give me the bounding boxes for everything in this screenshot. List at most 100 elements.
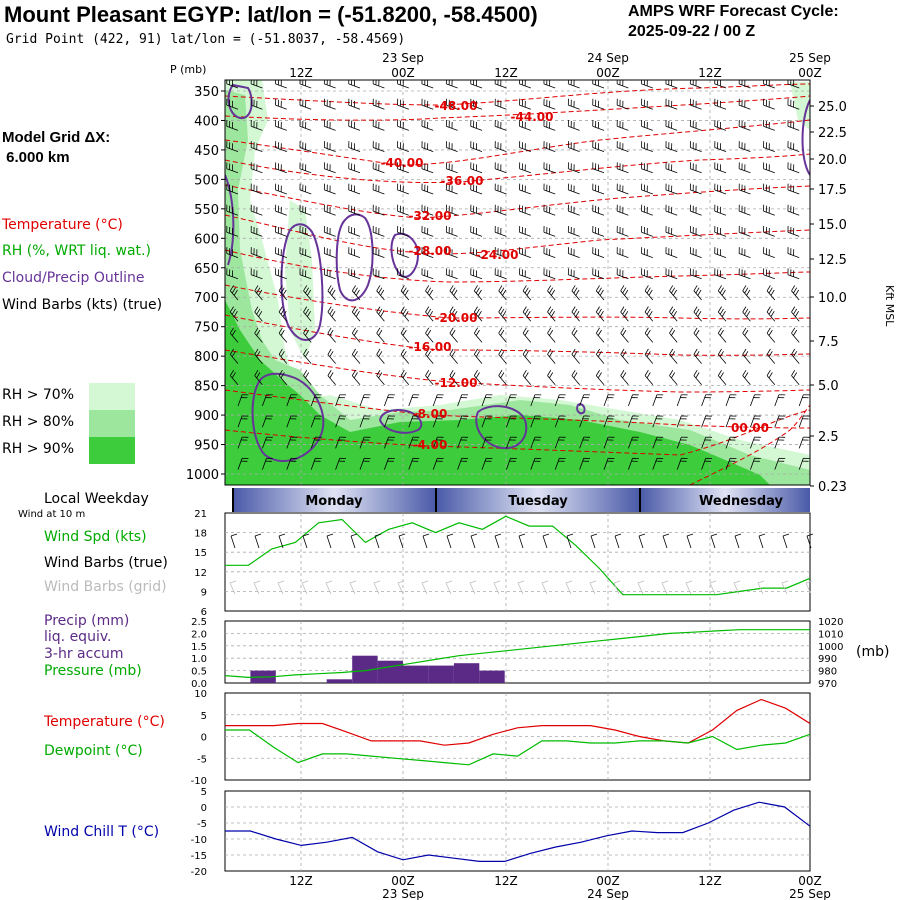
wind-barb-flag bbox=[397, 268, 399, 275]
wind-barb-flag bbox=[378, 372, 383, 379]
wind-barb bbox=[665, 80, 678, 89]
wind-barb-flag bbox=[437, 436, 444, 438]
wind-barb-flag bbox=[250, 80, 252, 84]
wind-barb bbox=[348, 268, 361, 280]
wind-barb-flag bbox=[534, 436, 542, 438]
wind-barb-flag bbox=[449, 285, 454, 292]
wind-barb-flag bbox=[521, 184, 523, 191]
wind-barb-flag bbox=[608, 436, 615, 438]
wind-barb bbox=[299, 141, 312, 152]
wind-barb-flag bbox=[558, 460, 565, 462]
wind-barb-flag bbox=[547, 285, 552, 292]
wind-barb-flag bbox=[226, 225, 228, 233]
wind-barb-flag bbox=[741, 142, 743, 149]
wind-barb-flag bbox=[646, 351, 651, 357]
wind-barb bbox=[275, 162, 287, 174]
precip-bar bbox=[377, 660, 403, 683]
wind-barb bbox=[335, 436, 347, 449]
wind-barb-flag bbox=[671, 164, 673, 171]
wind-barb bbox=[351, 285, 361, 301]
wind-barb-flag bbox=[689, 98, 691, 106]
wind-barb-flag bbox=[348, 247, 350, 254]
wind-barb bbox=[421, 268, 434, 280]
wind-barb-flag bbox=[421, 98, 423, 106]
wind-barb-flag bbox=[424, 226, 426, 234]
wind-barb-flag bbox=[777, 418, 785, 420]
wind-barb bbox=[689, 247, 702, 258]
wind-barb bbox=[543, 204, 556, 216]
wind-barb-staff bbox=[449, 332, 458, 343]
wind-barb-flag bbox=[461, 394, 469, 396]
wind-barb bbox=[275, 204, 287, 216]
wind-barb-flag bbox=[616, 225, 618, 233]
top-time-tick-label: 12Z bbox=[289, 66, 313, 80]
wind-barb bbox=[693, 306, 702, 322]
wind-barb bbox=[689, 98, 702, 110]
wind-barb-flag bbox=[399, 184, 401, 191]
wind-barb-flag bbox=[549, 329, 554, 336]
wind-barb-flag bbox=[624, 289, 629, 296]
panel-tick-label: 6 bbox=[201, 607, 207, 618]
day-band-tuesday bbox=[436, 488, 640, 512]
wind-barb-flag bbox=[641, 98, 643, 106]
pressure-tick-label: 1000 bbox=[818, 642, 843, 653]
wind-barb-flag bbox=[524, 100, 526, 108]
wind-barb-flag bbox=[229, 80, 231, 85]
wind-barb bbox=[641, 162, 653, 174]
wind-barb bbox=[547, 348, 556, 364]
wind-barb-flag bbox=[730, 394, 737, 396]
wind-barb-flag bbox=[592, 162, 594, 169]
wind-barb-flag bbox=[719, 100, 721, 108]
wind-barb-flag bbox=[353, 249, 355, 256]
isotherm-line bbox=[225, 349, 810, 393]
wind-barb bbox=[449, 306, 458, 322]
wind-barb-flag bbox=[744, 100, 746, 108]
model-grid-label: Model Grid ΔX: 6.000 km bbox=[2, 128, 110, 168]
wind-barb-flag bbox=[519, 247, 521, 254]
cloud-outline bbox=[576, 403, 586, 415]
surface-wind-barb-grid bbox=[733, 580, 741, 595]
wind-barb-staff bbox=[791, 332, 800, 343]
wind-barb bbox=[774, 394, 786, 407]
wind-barb-flag bbox=[646, 372, 651, 379]
wind-10m-note: Wind at 10 m bbox=[18, 509, 86, 520]
wind-barb-flag bbox=[226, 80, 228, 84]
wind-barb bbox=[522, 327, 532, 343]
wind-barb-flag bbox=[655, 397, 663, 399]
wind-barb-flag bbox=[372, 247, 374, 254]
wind-barb-staff bbox=[335, 394, 341, 407]
wind-barb-flag bbox=[253, 248, 255, 255]
wind-barb bbox=[628, 394, 639, 407]
wind-barb-flag bbox=[695, 249, 697, 256]
wind-barb-flag bbox=[460, 418, 468, 420]
wind-barb bbox=[579, 394, 591, 407]
wind-barb-staff bbox=[400, 311, 410, 322]
wind-barb-staff bbox=[327, 332, 336, 343]
wind-barb-flag bbox=[714, 225, 716, 233]
wind-barb-flag bbox=[763, 98, 765, 106]
wind-barb-flag bbox=[510, 436, 517, 438]
wind-barb-flag bbox=[299, 204, 301, 212]
temperature-label: -36.00 bbox=[441, 174, 484, 188]
wind-barb-flag bbox=[256, 206, 258, 214]
wind-barb-flag bbox=[329, 228, 331, 235]
wind-barb-flag bbox=[378, 80, 380, 86]
wind-barb-flag bbox=[429, 289, 433, 296]
wind-barb-flag bbox=[399, 99, 401, 107]
temperature-label: 00.00 bbox=[731, 421, 769, 435]
wind-barb-flag bbox=[646, 80, 648, 86]
wind-barb bbox=[262, 394, 273, 407]
wind-barb-staff bbox=[693, 311, 702, 322]
wind-barb-flag bbox=[451, 228, 453, 235]
day-band-wednesday bbox=[640, 488, 810, 512]
wind-barb bbox=[299, 119, 312, 131]
wind-barb-staff bbox=[571, 375, 580, 386]
wind-barb-flag bbox=[597, 122, 599, 129]
wind-barb-flag bbox=[473, 327, 478, 334]
wind-barb-staff bbox=[237, 436, 243, 449]
wind-barb-staff bbox=[798, 458, 804, 470]
panel-tick-label: 12 bbox=[194, 568, 207, 579]
wind-barb-staff bbox=[254, 290, 263, 301]
surface-wind-barb-grid bbox=[469, 580, 477, 595]
wind-barb-flag bbox=[582, 397, 590, 399]
